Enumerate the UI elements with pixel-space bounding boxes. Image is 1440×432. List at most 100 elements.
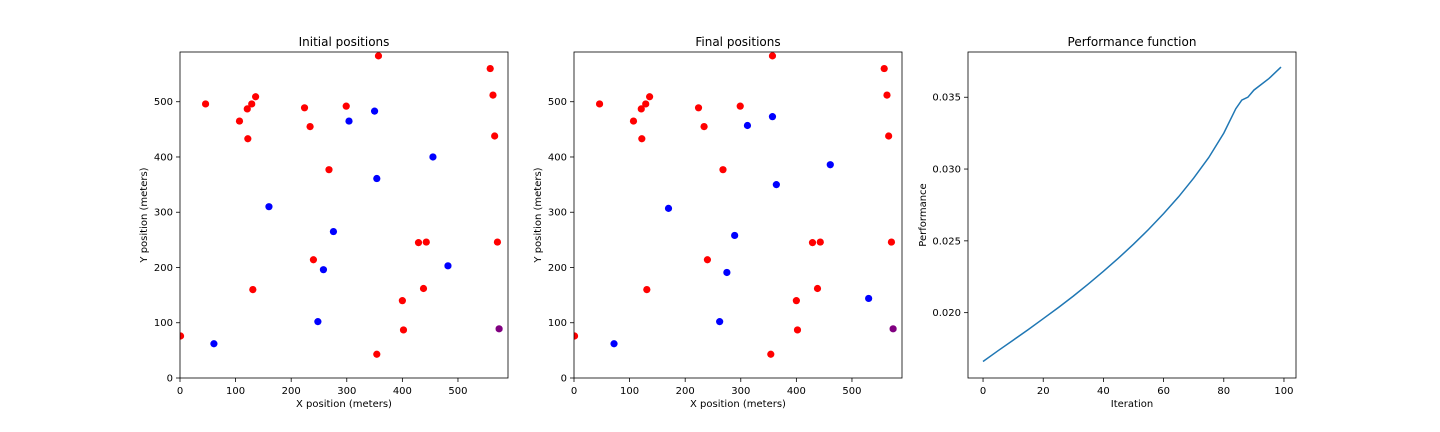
- x-tick-label: 40: [1097, 386, 1110, 397]
- x-axis-label: X position (meters): [296, 399, 392, 410]
- y-tick-label: 500: [548, 97, 567, 108]
- data-point-red: [629, 117, 638, 125]
- y-tick-label: 100: [548, 318, 567, 329]
- data-point-red: [638, 135, 646, 143]
- x-tick-label: 100: [226, 386, 245, 397]
- x-tick-label: 60: [1157, 386, 1170, 397]
- y-tick-label: 500: [154, 97, 173, 108]
- y-tick-label: 0.025: [932, 236, 961, 247]
- x-tick-label: 0: [177, 386, 183, 397]
- chart-title: Performance function: [1068, 35, 1197, 49]
- data-point-red: [374, 52, 383, 60]
- x-tick-label: 400: [787, 386, 806, 397]
- x-tick-label: 500: [448, 386, 467, 397]
- data-point-red: [574, 332, 579, 340]
- data-point-red: [300, 104, 309, 112]
- x-tick-label: 80: [1217, 386, 1230, 397]
- data-point-red: [342, 102, 350, 110]
- data-point-blue: [731, 231, 739, 240]
- data-point-red: [703, 256, 712, 264]
- data-point-red: [700, 122, 708, 131]
- data-point-red: [422, 238, 430, 246]
- data-point-red: [595, 100, 604, 108]
- y-tick-label: 0.035: [932, 93, 961, 104]
- data-point-red: [235, 117, 244, 125]
- x-tick-label: 20: [1037, 386, 1050, 397]
- y-tick-label: 200: [154, 263, 173, 274]
- axes-frame: [573, 51, 903, 379]
- axes-frame: [967, 51, 1297, 379]
- data-point-blue: [716, 318, 724, 326]
- data-point-blue: [768, 113, 777, 121]
- data-point-blue: [210, 340, 218, 348]
- data-point-red: [637, 105, 645, 113]
- x-axis-label: Iteration: [1111, 399, 1153, 410]
- data-point-red: [306, 122, 314, 131]
- data-point-blue: [865, 294, 873, 303]
- data-point-red: [816, 238, 824, 246]
- data-point-red: [643, 285, 651, 294]
- x-axis-label: X position (meters): [690, 399, 786, 410]
- plot-area: [180, 52, 503, 358]
- y-tick-label: 200: [548, 263, 567, 274]
- y-tick-label: 0.020: [932, 308, 961, 319]
- data-point-red: [808, 239, 817, 247]
- data-point-blue: [314, 318, 322, 326]
- x-tick-label: 100: [620, 386, 639, 397]
- data-point-red: [399, 326, 408, 334]
- y-axis-label: Y position (meters): [533, 167, 544, 263]
- data-point-red: [736, 102, 744, 110]
- data-point-red: [491, 132, 499, 140]
- y-tick-label: 300: [154, 208, 173, 219]
- data-point-purple: [889, 325, 897, 333]
- x-tick-label: 300: [337, 386, 356, 397]
- y-axis-label: Performance: [918, 183, 929, 246]
- data-point-red: [885, 132, 893, 140]
- data-point-blue: [345, 117, 353, 125]
- y-tick-label: 400: [548, 152, 567, 163]
- y-axis-label: Y position (meters): [139, 167, 150, 263]
- data-point-blue: [664, 204, 673, 212]
- y-tick-label: 0.030: [932, 165, 961, 176]
- data-point-blue: [265, 203, 273, 211]
- data-point-blue: [370, 107, 379, 115]
- data-point-red: [887, 238, 896, 246]
- data-point-red: [719, 166, 727, 174]
- data-point-red: [309, 256, 318, 264]
- x-tick-label: 0: [980, 386, 986, 397]
- data-point-red: [767, 350, 775, 358]
- data-point-purple: [495, 325, 503, 333]
- data-point-blue: [743, 121, 752, 130]
- data-point-red: [325, 166, 333, 174]
- data-point-red: [248, 100, 256, 108]
- y-tick-label: 300: [548, 208, 567, 219]
- data-point-red: [249, 285, 257, 294]
- y-tick-label: 0: [167, 374, 173, 385]
- data-point-blue: [373, 174, 381, 183]
- data-point-blue: [610, 340, 618, 348]
- x-tick-label: 300: [731, 386, 750, 397]
- data-point-red: [244, 135, 252, 143]
- data-point-red: [493, 238, 502, 246]
- data-point-red: [768, 52, 777, 60]
- data-point-red: [252, 93, 260, 101]
- data-point-blue: [826, 161, 834, 169]
- data-point-blue: [772, 181, 780, 189]
- data-point-red: [646, 93, 654, 101]
- data-point-red: [489, 91, 497, 99]
- data-point-red: [880, 64, 888, 73]
- data-point-red: [180, 332, 185, 340]
- chart-title: Initial positions: [299, 35, 390, 49]
- x-tick-label: 500: [842, 386, 861, 397]
- data-point-red: [398, 297, 406, 305]
- y-tick-label: 0: [561, 374, 567, 385]
- data-point-red: [201, 100, 210, 108]
- data-point-red: [883, 91, 891, 99]
- plot-area: [574, 52, 897, 358]
- data-point-red: [793, 326, 802, 334]
- data-point-red: [486, 64, 494, 73]
- x-tick-label: 200: [676, 386, 695, 397]
- performance-line: [982, 66, 1282, 363]
